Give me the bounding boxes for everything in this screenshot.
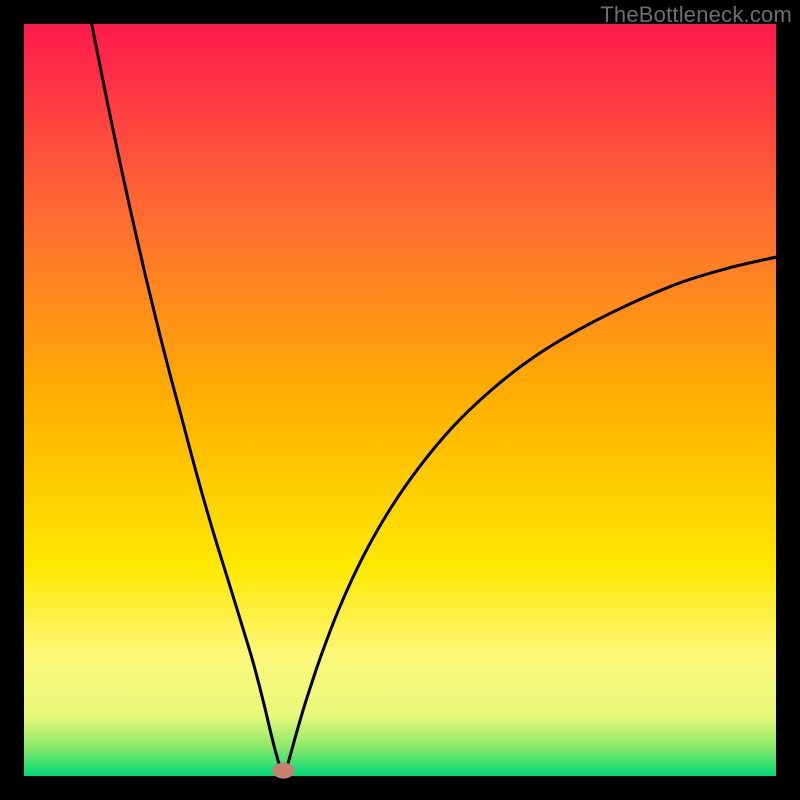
minimum-marker (272, 763, 294, 779)
chart-container: TheBottleneck.com (0, 0, 800, 800)
bottleneck-chart (0, 0, 800, 800)
watermark-text: TheBottleneck.com (600, 2, 792, 28)
plot-background (24, 24, 776, 776)
